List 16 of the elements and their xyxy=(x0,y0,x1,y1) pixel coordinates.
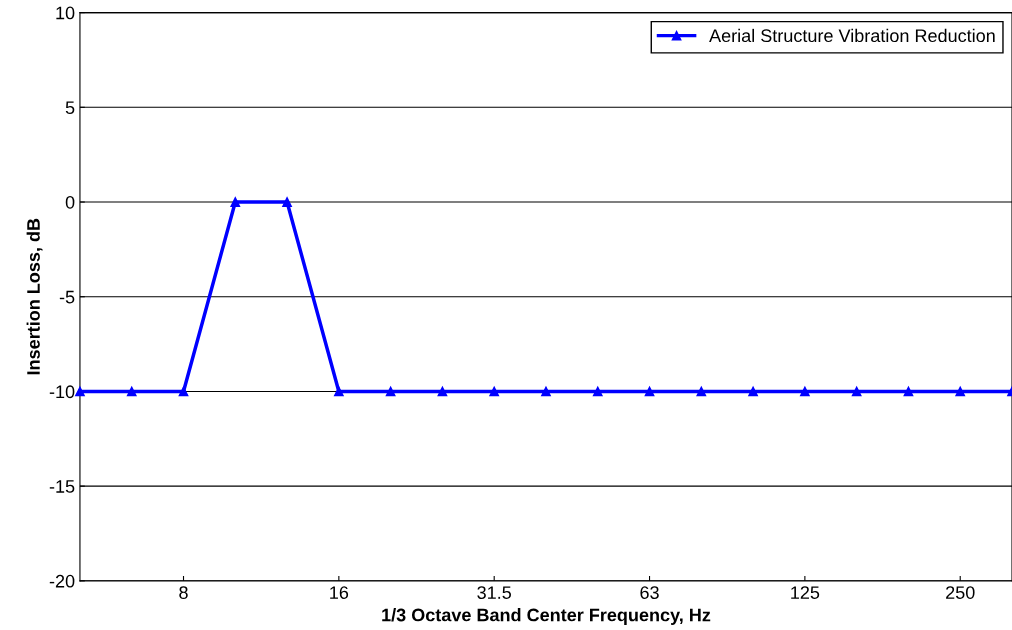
x-tick-label: 250 xyxy=(946,586,975,599)
y-axis-title: Insertion Loss, dB xyxy=(26,218,43,375)
x-tick-label: 31.5 xyxy=(477,586,512,599)
legend-label: Aerial Structure Vibration Reduction xyxy=(709,28,995,43)
y-tick-label: -10 xyxy=(49,385,75,399)
y-tick-label: -15 xyxy=(49,480,75,493)
x-tick-label: 125 xyxy=(791,586,820,599)
y-tick-label: 5 xyxy=(65,101,75,115)
x-axis-title: 1/3 Octave Band Center Frequency, Hz xyxy=(382,608,711,625)
y-tick-label: -5 xyxy=(59,290,75,304)
x-tick-label: 16 xyxy=(330,586,349,599)
x-tick-label: 8 xyxy=(179,586,188,599)
x-tick-label: 63 xyxy=(640,586,659,599)
y-tick-label: -20 xyxy=(49,574,75,588)
y-tick-label: 0 xyxy=(65,195,75,209)
y-tick-label: 10 xyxy=(56,6,75,20)
